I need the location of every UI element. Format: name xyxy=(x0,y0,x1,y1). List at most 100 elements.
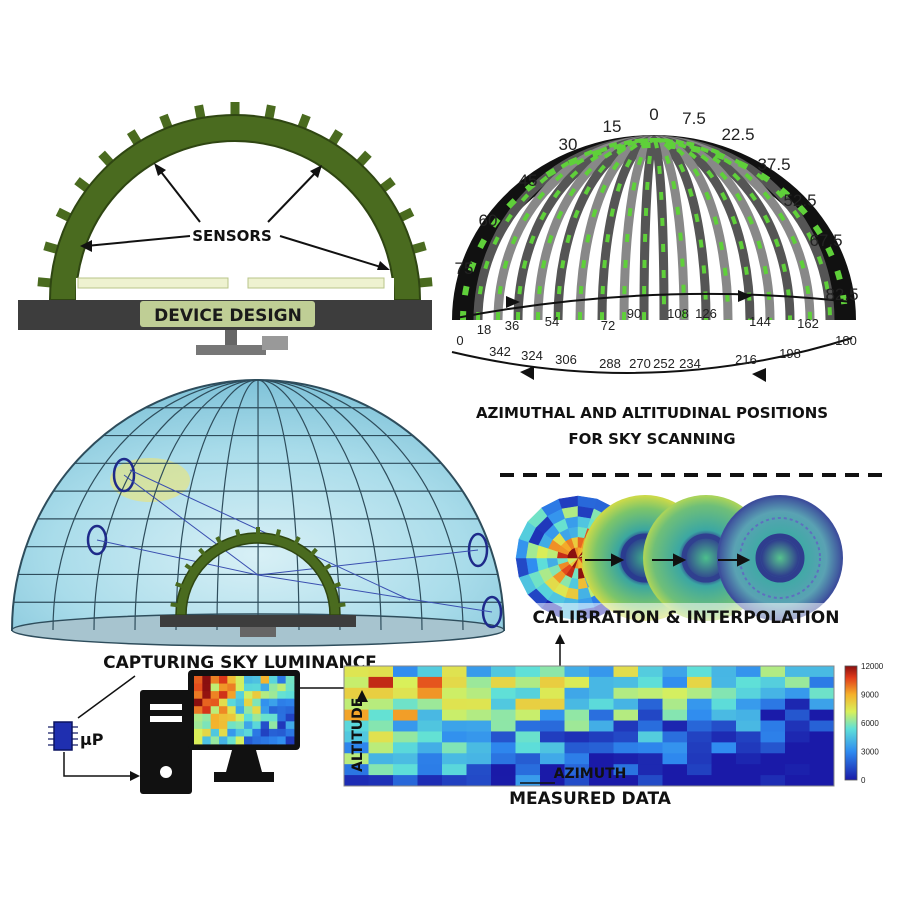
azimuth-label: 234 xyxy=(679,356,701,371)
heatmap-cell xyxy=(638,709,663,722)
scan-outer-arc xyxy=(452,135,856,320)
monitor-heatmap-cell xyxy=(219,721,228,730)
heatmap-cell xyxy=(638,742,663,754)
mini-sensor-tooth xyxy=(170,602,179,608)
heatmap-cell xyxy=(368,753,394,765)
heatmap-cell xyxy=(466,698,492,711)
heatmap-cell xyxy=(638,764,663,776)
monitor-heatmap-cell xyxy=(277,691,287,700)
heatmap-cell xyxy=(564,687,590,700)
heatmap-cell xyxy=(589,698,614,711)
azimuth-label: 36 xyxy=(505,318,519,333)
heatmap-cell xyxy=(760,742,786,754)
heatmap-cell xyxy=(687,709,712,722)
heatmap-cell xyxy=(564,720,590,732)
monitor-heatmap-cell xyxy=(277,698,287,707)
sweep-arrowhead-1 xyxy=(506,296,520,308)
heatmap-cell xyxy=(589,666,614,678)
monitor-heatmap-cell xyxy=(202,728,212,737)
heatmap-cell xyxy=(344,666,369,678)
altitude-label: 75 xyxy=(455,259,474,278)
monitor-heatmap-cell xyxy=(235,676,245,684)
altitude-label: 30 xyxy=(559,135,578,154)
scanning-title-line2: FOR SKY SCANNING xyxy=(568,430,735,448)
azimuth-label: 162 xyxy=(797,316,819,331)
colorbar xyxy=(844,665,858,781)
altitude-label: 45 xyxy=(519,171,538,190)
monitor-heatmap-cell xyxy=(219,736,228,745)
heatmap-cell xyxy=(613,775,639,787)
scan-arch-marks xyxy=(622,138,686,321)
heatmap-cell xyxy=(711,709,737,722)
heatmap-cell xyxy=(564,709,590,722)
heatmap-cell xyxy=(760,764,786,776)
heatmap-cell xyxy=(466,775,492,787)
heatmap-cell xyxy=(540,742,565,754)
monitor-heatmap-cell xyxy=(219,676,228,684)
heatmap-cell xyxy=(540,720,565,732)
monitor-heatmap-cell xyxy=(244,713,253,722)
heatmap-cell xyxy=(368,676,394,689)
altitude-label: 0 xyxy=(649,105,658,124)
azimuth-label: 90 xyxy=(627,306,641,321)
azimuth-label: 342 xyxy=(489,344,511,359)
measured-data-panel: ALTITUDE AZIMUTH MEASURED DATA 12000 9000… xyxy=(343,662,884,809)
heatmap-cell xyxy=(564,666,590,678)
sensor-board-left xyxy=(77,277,229,289)
measured-data-title: MEASURED DATA xyxy=(509,789,672,809)
heatmap-cell xyxy=(785,753,810,765)
heatmap-cell xyxy=(515,709,541,722)
heatmap-cell xyxy=(589,764,614,776)
heatmap-cell xyxy=(344,764,369,776)
heatmap-cell xyxy=(417,666,443,678)
heatmap-cell xyxy=(736,687,761,700)
azimuth-label: 144 xyxy=(749,314,771,329)
heatmap-cell xyxy=(417,742,443,754)
measured-heatmap xyxy=(344,666,835,787)
azimuth-label: 108 xyxy=(667,306,689,321)
heatmap-cell xyxy=(711,687,737,700)
heatmap-cell xyxy=(736,698,761,711)
heatmap-cell xyxy=(466,687,492,700)
azimuth-axis-label: AZIMUTH xyxy=(554,766,627,782)
heatmap-cell xyxy=(540,666,565,678)
heatmap-cell xyxy=(540,753,565,765)
dome-grid xyxy=(13,379,503,631)
heatmap-cell xyxy=(785,775,810,787)
device-design-panel: SENSORS DEVICE DESIGN xyxy=(18,102,433,355)
monitor-heatmap-cell xyxy=(260,736,270,745)
heatmap-cell xyxy=(613,666,639,678)
monitor-heatmap-cell xyxy=(227,721,237,730)
monitor-heatmap-cell xyxy=(269,691,278,700)
mini-sensor-tooth xyxy=(293,536,301,546)
heatmap-cell xyxy=(393,666,418,678)
interp-disk-3 xyxy=(717,495,843,621)
mini-sensor-tooth xyxy=(332,581,341,589)
heatmap-cell xyxy=(442,720,467,732)
heatmap-cell xyxy=(687,775,712,787)
device-mount-box xyxy=(262,336,288,350)
dome-meridian xyxy=(216,379,259,631)
monitor-heatmap-cell xyxy=(260,691,270,700)
heatmap-cell xyxy=(442,731,467,743)
dome-meridian xyxy=(93,379,259,631)
monitor-heatmap-cell xyxy=(285,713,295,722)
altitude-label: 22.5 xyxy=(721,125,754,144)
dome-meridian xyxy=(257,379,382,631)
heatmap-cell xyxy=(564,775,590,787)
monitor-heatmap-cell xyxy=(235,713,245,722)
azimuth-label: 252 xyxy=(653,356,675,371)
heatmap-cell xyxy=(515,764,541,776)
heatmap-cell xyxy=(442,764,467,776)
monitor-heatmap-cell xyxy=(235,683,245,692)
heatmap-cell xyxy=(809,676,835,689)
heatmap-cell xyxy=(662,775,688,787)
monitor-heatmap-cell xyxy=(277,713,287,722)
colorbar-tick-label: 12000 xyxy=(861,662,884,671)
altitude-label: 82.5 xyxy=(825,285,858,304)
heatmap-cell xyxy=(687,687,712,700)
heatmap-cell xyxy=(809,764,835,776)
mini-device-arch xyxy=(175,532,341,616)
heatmap-cell xyxy=(515,666,541,678)
monitor-heatmap-cell xyxy=(252,691,262,700)
